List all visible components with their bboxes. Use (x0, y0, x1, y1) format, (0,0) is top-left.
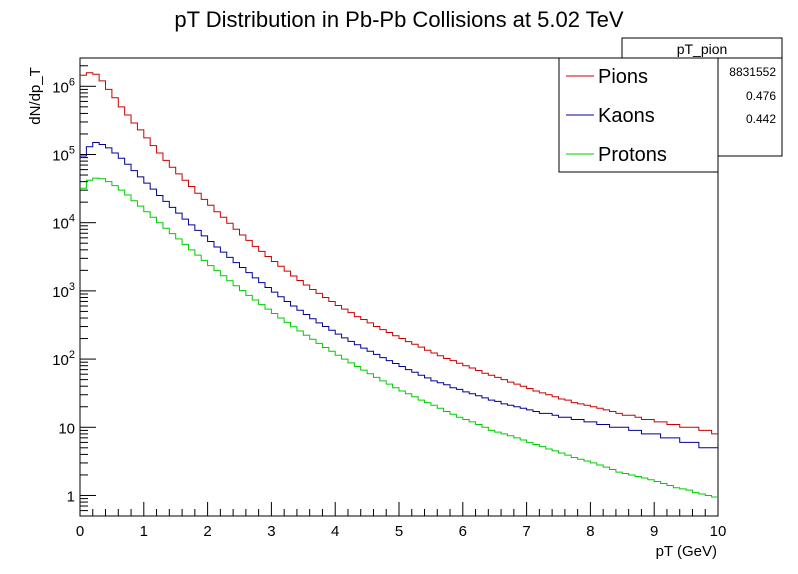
x-tick-label: 1 (140, 523, 148, 540)
legend-pions-label: Pions (598, 66, 648, 88)
chart-title: pT Distribution in Pb-Pb Collisions at 5… (174, 7, 624, 32)
x-tick-label: 7 (522, 523, 530, 540)
series-kaons-line (80, 141, 718, 449)
x-tick-label: 9 (650, 523, 658, 540)
x-tick-label: 0 (76, 523, 84, 540)
y-axis: 1 10 102 103 104 105 106 (52, 65, 96, 517)
y-tick-label: 105 (52, 144, 75, 164)
x-tick-label: 2 (203, 523, 211, 540)
y-tick-label: 103 (52, 281, 75, 301)
y-tick-label: 106 (52, 76, 75, 96)
series-pions-line (80, 72, 718, 435)
stats-box-entries-value: 8831552 (729, 65, 776, 79)
series-protons-line (80, 177, 718, 498)
legend-protons-label: Protons (598, 144, 667, 166)
legend-frame (558, 57, 719, 173)
stats-box-mean-value: 0.476 (746, 89, 776, 103)
y-tick-label: 10 (58, 420, 75, 437)
y-tick-label: 1 (67, 488, 75, 505)
x-tick-label: 3 (267, 523, 275, 540)
histogram-group (80, 72, 718, 498)
legend: Pions Kaons Protons (558, 57, 719, 173)
x-axis-label: pT (GeV) (656, 543, 717, 560)
x-tick-label: 10 (710, 523, 727, 540)
stats-box-stddev-value: 0.442 (746, 112, 776, 126)
y-tick-label: 104 (52, 213, 75, 233)
x-tick-label: 5 (395, 523, 403, 540)
x-tick-label: 8 (586, 523, 594, 540)
x-tick-label: 6 (459, 523, 467, 540)
x-tick-label: 4 (331, 523, 339, 540)
y-axis-label: dN/dp_T (27, 67, 44, 125)
stats-box-title: pT_pion (677, 41, 728, 57)
y-tick-label: 102 (52, 349, 75, 369)
x-axis: 0 1 2 3 4 5 6 7 8 9 10 (76, 502, 727, 540)
legend-kaons-label: Kaons (598, 105, 655, 127)
